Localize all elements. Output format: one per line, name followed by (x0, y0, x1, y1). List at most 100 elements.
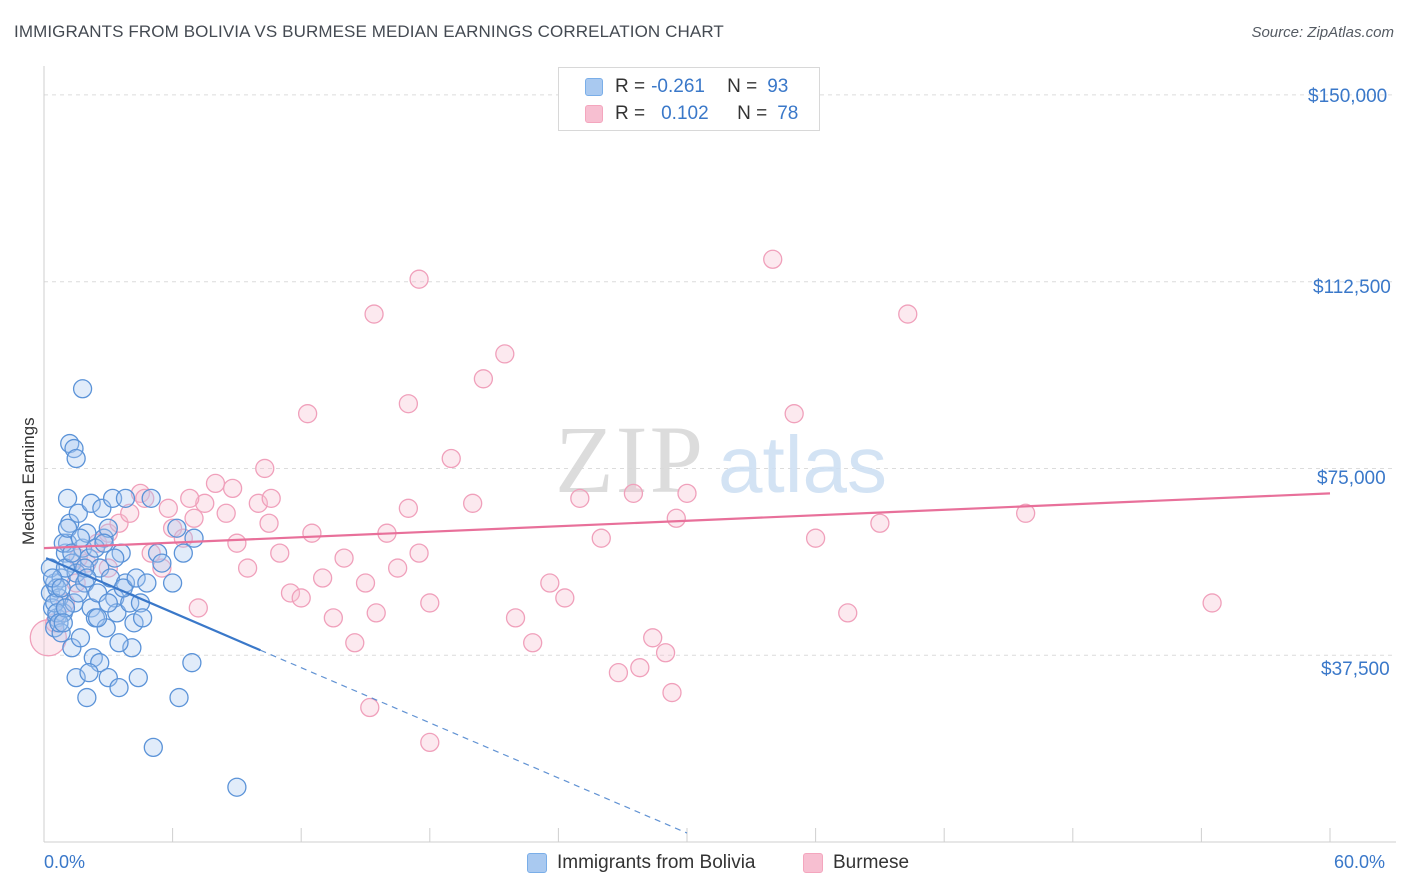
burmese-point (162, 518, 183, 538)
bolivia-point (92, 498, 112, 518)
burmese-point (591, 528, 611, 548)
watermark: ZIP atlas (555, 406, 887, 513)
burmese-points (29, 249, 1222, 753)
bolivia-point (109, 633, 129, 653)
bolivia-point (169, 687, 189, 708)
bolivia-point (66, 448, 86, 469)
burmese-point (608, 663, 629, 683)
bolivia-point (227, 777, 247, 797)
bolivia-point (115, 488, 136, 508)
bolivia-point (98, 518, 118, 538)
bolivia-point (90, 653, 110, 673)
burmese-point (261, 488, 281, 508)
bolivia-point (70, 628, 91, 648)
series-legend-burmese: Burmese (803, 852, 909, 874)
burmese-point (570, 488, 590, 508)
y-tick-label-37500: $37,500 (1321, 659, 1390, 680)
legend-swatch-bolivia (585, 78, 603, 96)
x-min-label: 0.0% (44, 852, 86, 872)
bolivia-point (94, 533, 114, 553)
bolivia-point (100, 568, 121, 588)
watermark-atlas: atlas (718, 420, 887, 509)
chart-title: IMMIGRANTS FROM BOLIVIA VS BURMESE MEDIA… (14, 22, 724, 41)
bolivia-point (68, 503, 88, 523)
burmese-point (270, 543, 290, 563)
burmese-point (205, 473, 226, 494)
burmese-point (898, 304, 918, 324)
burmese-point (291, 588, 311, 608)
bolivia-point (62, 543, 82, 563)
burmese-point (420, 593, 440, 613)
bolivia-point (53, 613, 73, 633)
burmese-point (473, 369, 494, 389)
burmese-point (184, 508, 204, 528)
burmese-point (302, 523, 322, 543)
y-tick-label-112500: $112,500 (1313, 277, 1391, 298)
burmese-point (666, 508, 686, 528)
bolivia-point (55, 598, 76, 618)
bolivia-point (173, 543, 193, 563)
source-credit: Source: ZipAtlas.com (1251, 24, 1394, 41)
bolivia-points (40, 379, 247, 797)
bolivia-point (167, 518, 187, 538)
burmese-point (297, 404, 318, 424)
bolivia-point (57, 488, 78, 508)
legend-swatch-burmese (585, 105, 603, 123)
bolivia-point (83, 648, 103, 668)
burmese-point (805, 528, 826, 548)
burmese-point (662, 682, 682, 703)
burmese-point (495, 344, 515, 364)
bolivia-point (77, 687, 97, 708)
burmese-point (364, 304, 384, 324)
burmese-point (409, 269, 429, 289)
legend-n-value: 78 (777, 103, 799, 124)
burmese-point (109, 513, 129, 533)
legend-r-label: R = (615, 76, 646, 97)
bolivia-point (98, 667, 118, 688)
series-legend: Immigrants from Bolivia Burmese (0, 852, 1406, 878)
bolivia-point (182, 653, 202, 673)
burmese-trend-line (43, 492, 1331, 550)
y-tick-label-75000: $75,000 (1317, 468, 1386, 489)
bolivia-point (105, 548, 125, 568)
burmese-point (135, 488, 155, 508)
bolivia-point (70, 528, 91, 548)
burmese-point (655, 643, 676, 663)
legend-r-label: R = (615, 103, 646, 124)
burmese-point (345, 633, 365, 653)
burmese-point (505, 608, 526, 628)
burmese-point (237, 558, 258, 578)
bolivia-point (184, 528, 204, 548)
bolivia-point (143, 737, 163, 758)
burmese-point (677, 483, 697, 504)
legend-n-label: N = (727, 76, 758, 97)
bolivia-point (81, 493, 101, 513)
bolivia-point (87, 608, 108, 628)
burmese-point (280, 583, 301, 603)
bolivia-point (79, 663, 99, 683)
burmese-point (158, 498, 178, 518)
burmese-point (643, 628, 663, 648)
legend-n-label: N = (737, 103, 768, 124)
bolivia-point (152, 553, 172, 573)
burmese-point (312, 568, 333, 588)
x-max-label: 60.0% (1334, 852, 1386, 872)
burmese-point (420, 732, 440, 753)
burmese-point (355, 573, 376, 593)
burmese-point (259, 513, 279, 533)
legend-n-value: 93 (767, 76, 789, 97)
bolivia-point (126, 568, 146, 588)
burmese-point (366, 603, 386, 623)
burmese-point (216, 503, 236, 523)
burmese-point (195, 493, 215, 513)
series-swatch-burmese (803, 853, 823, 873)
bolivia-point (90, 558, 110, 578)
burmese-point (334, 548, 354, 568)
axes (43, 66, 1396, 843)
burmese-point (387, 558, 408, 578)
burmese-point (1015, 503, 1036, 523)
burmese-point (540, 573, 560, 593)
y-axis-title: Median Earnings (19, 417, 38, 545)
bolivia-trend-extension (260, 649, 688, 834)
